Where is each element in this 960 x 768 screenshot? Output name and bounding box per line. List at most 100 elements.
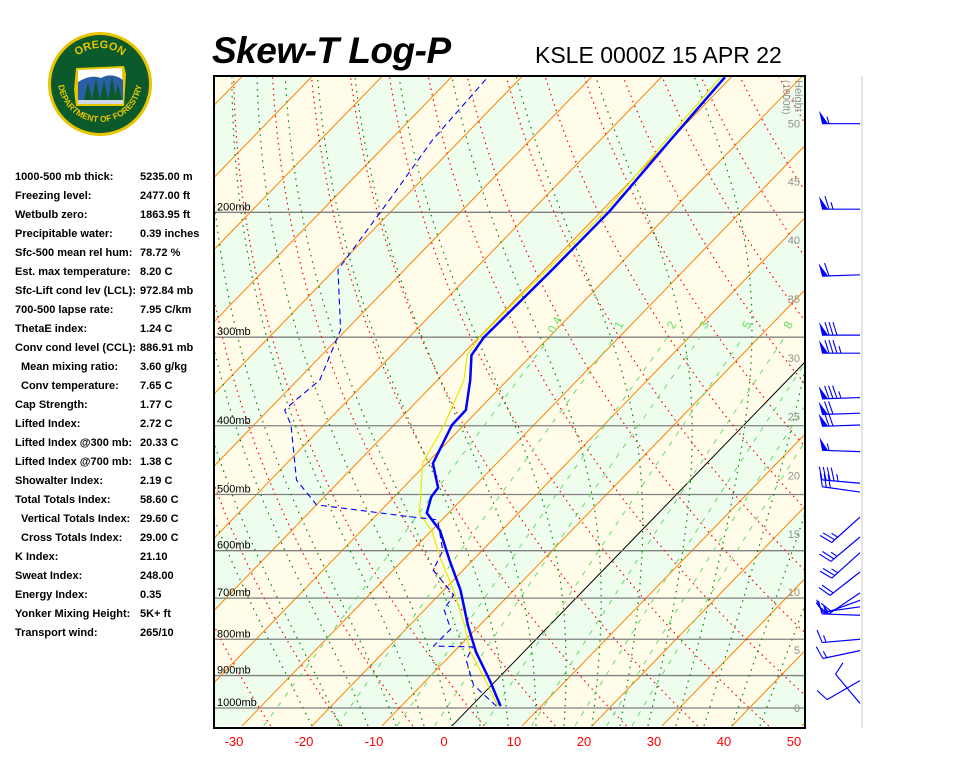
dry-adiabat bbox=[505, 76, 805, 572]
dry-adiabat bbox=[921, 55, 960, 726]
sounding-series bbox=[284, 76, 726, 707]
stat-row: ThetaE index: 1.24 C bbox=[15, 320, 215, 339]
stat-row: Energy Index: 0.35 bbox=[15, 586, 215, 605]
stat-label: Conv cond level (CCL): bbox=[15, 342, 137, 354]
height-tick-label: 0 bbox=[794, 703, 800, 715]
stat-row: Transport wind: 265/10 bbox=[15, 624, 215, 643]
stat-value: 3.60 g/kg bbox=[140, 361, 188, 373]
stat-label: Precipitable water: bbox=[15, 228, 113, 240]
isotherm bbox=[214, 76, 524, 395]
moist-adiabat bbox=[231, 76, 425, 727]
svg-text:OREGON: OREGON bbox=[72, 39, 127, 59]
stat-row: Wetbulb zero: 1863.95 ft bbox=[15, 206, 215, 225]
pressure-tick-label: 1000mb bbox=[217, 697, 257, 709]
stat-value: 20.33 C bbox=[140, 437, 179, 449]
barb-full bbox=[822, 568, 836, 576]
wind-barb bbox=[819, 110, 860, 125]
wind-barbs bbox=[815, 110, 861, 704]
stat-row: Yonker Mixing Height: 5K+ ft bbox=[15, 605, 215, 624]
stat-row: Precipitable water: 0.39 inches bbox=[15, 225, 215, 244]
stat-value: 58.60 C bbox=[140, 494, 179, 506]
isotherm bbox=[0, 55, 53, 726]
wind-barb bbox=[818, 412, 861, 427]
height-axis-title: Height bbox=[792, 80, 804, 112]
stat-value: 1.24 C bbox=[140, 323, 173, 335]
isotherm bbox=[521, 433, 805, 727]
chart-title: Skew-T Log-P bbox=[212, 30, 451, 71]
isotherm bbox=[214, 76, 734, 612]
barb-full bbox=[823, 473, 827, 488]
stat-label: Transport wind: bbox=[15, 627, 98, 639]
stat-row: Lifted Index @700 mb: 1.38 C bbox=[15, 453, 215, 472]
wind-barb bbox=[818, 385, 861, 400]
stat-value: 248.00 bbox=[140, 570, 174, 582]
wind-barb bbox=[819, 196, 860, 210]
barb-full bbox=[832, 340, 838, 354]
wind-barb bbox=[815, 646, 861, 660]
mixing-ratio-line bbox=[396, 336, 669, 727]
barb-full bbox=[824, 413, 830, 427]
isotherm bbox=[214, 76, 804, 684]
barb-flag bbox=[819, 437, 829, 451]
stat-value: 5K+ ft bbox=[140, 608, 171, 620]
moist-adiabat bbox=[759, 603, 805, 727]
temperature-tick-label: -10 bbox=[365, 734, 384, 749]
wind-barb bbox=[818, 262, 861, 277]
barb-flag bbox=[819, 196, 828, 210]
barb-full bbox=[824, 401, 830, 415]
stat-label: 1000-500 mb thick: bbox=[15, 171, 114, 183]
stat-value: 7.65 C bbox=[140, 380, 173, 392]
barb-shaft bbox=[822, 479, 861, 484]
temperature-tick-label: 30 bbox=[647, 734, 661, 749]
isotherm bbox=[381, 289, 805, 727]
mixing-ratio-line bbox=[263, 336, 551, 727]
plot-frame bbox=[213, 75, 806, 729]
dry-adiabat bbox=[214, 295, 414, 727]
isotherm bbox=[214, 76, 594, 467]
station-time-label: KSLE 0000Z 15 APR 22 bbox=[535, 42, 782, 68]
barb-full bbox=[819, 553, 832, 562]
barb-shaft bbox=[835, 673, 861, 704]
pressure-tick-label: 200mb bbox=[217, 201, 251, 213]
stat-label: Freezing level: bbox=[15, 190, 92, 202]
temperature-tick-label: 20 bbox=[577, 734, 591, 749]
stat-row: Freezing level: 2477.00 ft bbox=[15, 187, 215, 206]
height-axis-unit: (1000ft) bbox=[780, 80, 791, 114]
barb-half bbox=[836, 474, 839, 482]
stat-value: 2477.00 ft bbox=[140, 190, 191, 202]
barb-full bbox=[835, 662, 844, 675]
dewpoint-line bbox=[284, 76, 497, 707]
dry-adiabat bbox=[272, 76, 556, 727]
temperature-band bbox=[0, 55, 123, 726]
barb-full bbox=[828, 340, 834, 354]
temperature-tick-label: 50 bbox=[787, 734, 801, 749]
isotherm bbox=[214, 76, 664, 540]
wind-barb bbox=[817, 592, 861, 615]
moist-adiabat bbox=[214, 192, 397, 727]
isotherm bbox=[872, 55, 960, 726]
stat-label: Lifted Index @700 mb: bbox=[15, 456, 133, 468]
barb-flag bbox=[818, 263, 829, 277]
stat-value: 29.00 C bbox=[140, 532, 179, 544]
barb-full bbox=[830, 467, 835, 482]
barb-flag bbox=[818, 401, 829, 415]
barb-shaft bbox=[829, 571, 861, 596]
barb-full bbox=[832, 385, 838, 399]
stat-row: Mean mixing ratio: 3.60 g/kg bbox=[15, 358, 215, 377]
barb-half bbox=[822, 650, 828, 658]
stat-label: Vertical Totals Index: bbox=[21, 513, 131, 525]
wind-barb bbox=[818, 401, 861, 416]
stat-row: Conv temperature: 7.65 C bbox=[15, 377, 215, 396]
temperature-band bbox=[214, 76, 805, 726]
barb-full bbox=[832, 321, 838, 336]
stat-row: Conv cond level (CCL): 886.91 mb bbox=[15, 339, 215, 358]
stat-value: 1.77 C bbox=[140, 399, 173, 411]
barb-full bbox=[828, 321, 834, 336]
stat-label: K Index: bbox=[15, 551, 59, 563]
barb-full bbox=[822, 532, 836, 541]
stat-label: Conv temperature: bbox=[21, 380, 119, 392]
barb-full bbox=[824, 196, 830, 210]
barb-full bbox=[819, 535, 833, 543]
height-tick-label: 40 bbox=[788, 235, 800, 247]
barb-shaft bbox=[831, 516, 861, 543]
